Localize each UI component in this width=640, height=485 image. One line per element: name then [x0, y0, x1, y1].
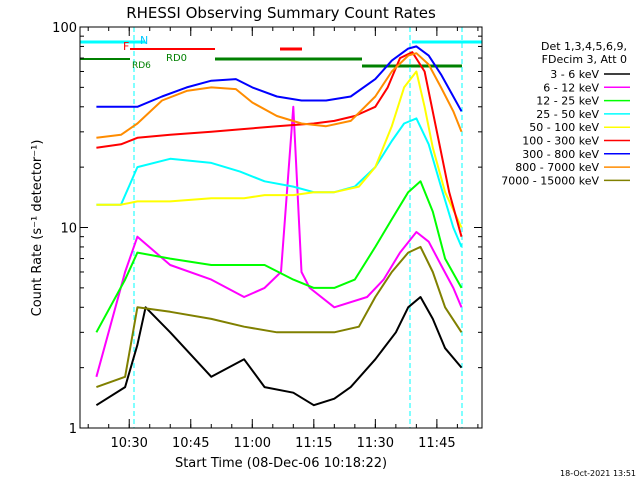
series-line — [96, 70, 463, 228]
legend-label: 3 - 6 keV — [550, 68, 599, 81]
x-axis: 10:30 10:45 11:00 11:15 11:30 11:45 — [87, 27, 479, 451]
legend-label: 25 - 50 keV — [536, 108, 599, 121]
series-line — [95, 105, 463, 378]
chart-title: RHESSI Observing Summary Count Rates — [126, 4, 436, 22]
plot-annotation: RD0 — [166, 53, 187, 64]
series-line — [96, 117, 463, 248]
legend-label: 300 - 800 keV — [522, 148, 599, 161]
y-tick-label: 100 — [52, 21, 77, 36]
series-line — [95, 296, 463, 407]
plot-annotation: N — [140, 34, 148, 47]
y-tick-label: 10 — [60, 222, 77, 237]
y-tick-label: 1 — [69, 422, 77, 437]
legend: Det 1,3,4,5,6,9,FDecim 3, Att 0 3 - 6 keV… — [501, 40, 630, 187]
y-axis-label: Count Rate (s⁻¹ detector⁻¹) — [30, 140, 45, 317]
x-tick-label: 11:15 — [295, 436, 332, 451]
series-line — [96, 52, 463, 139]
plot-annotation: F — [123, 40, 129, 53]
x-tick-label: 11:45 — [418, 436, 455, 451]
series-line — [96, 51, 463, 237]
series-lines — [95, 45, 463, 407]
plot-frame — [79, 26, 483, 429]
x-tick-label: 10:30 — [110, 436, 147, 451]
observing-flags — [80, 27, 482, 428]
series-line — [96, 45, 463, 112]
x-tick-label: 11:00 — [234, 436, 271, 451]
series-line — [95, 180, 463, 333]
legend-header: Det 1,3,4,5,6,9, — [541, 40, 627, 53]
legend-label: 100 - 300 keV — [522, 135, 599, 148]
legend-label: 12 - 25 keV — [536, 95, 599, 108]
footer-timestamp: 18-Oct-2021 13:51 — [560, 469, 636, 478]
legend-label: 50 - 100 keV — [529, 121, 599, 134]
legend-label: 7000 - 15000 keV — [501, 174, 599, 187]
x-tick-label: 11:30 — [357, 436, 394, 451]
series-line — [96, 245, 463, 389]
x-axis-label: Start Time (08-Dec-06 10:18:22) — [175, 456, 387, 471]
legend-label: 6 - 12 keV — [543, 81, 599, 94]
plot-annotation: RD6 — [132, 61, 151, 71]
y-axis: 1 10 100 — [52, 21, 482, 437]
legend-label: 800 - 7000 keV — [515, 161, 599, 174]
legend-header: FDecim 3, Att 0 — [542, 53, 627, 66]
x-tick-label: 10:45 — [172, 436, 209, 451]
